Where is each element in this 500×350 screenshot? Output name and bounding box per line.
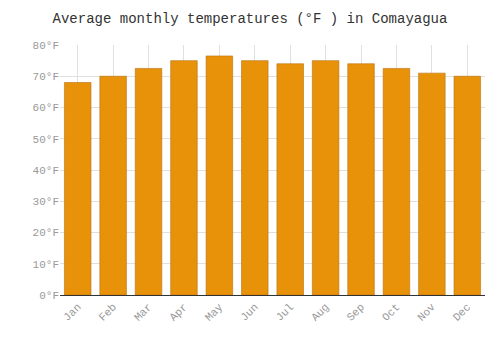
svg-text:0°F: 0°F	[39, 290, 59, 302]
svg-text:50°F: 50°F	[33, 134, 59, 146]
svg-text:Mar: Mar	[132, 301, 154, 323]
svg-text:Sep: Sep	[345, 301, 367, 323]
svg-text:70°F: 70°F	[33, 71, 59, 83]
svg-text:60°F: 60°F	[33, 102, 59, 114]
svg-text:20°F: 20°F	[33, 227, 59, 239]
svg-text:Jul: Jul	[274, 301, 296, 323]
svg-text:Jun: Jun	[238, 301, 260, 323]
svg-text:Average monthly temperatures (: Average monthly temperatures (°F ) in Co…	[53, 11, 448, 27]
svg-text:Oct: Oct	[380, 301, 402, 323]
svg-text:80°F: 80°F	[33, 40, 59, 52]
svg-text:Nov: Nov	[415, 301, 438, 324]
svg-text:May: May	[203, 301, 226, 324]
svg-text:10°F: 10°F	[33, 259, 59, 271]
svg-text:Aug: Aug	[309, 301, 331, 323]
svg-text:30°F: 30°F	[33, 196, 59, 208]
svg-text:Jan: Jan	[61, 301, 83, 323]
svg-text:40°F: 40°F	[33, 165, 59, 177]
svg-text:Apr: Apr	[167, 301, 189, 323]
svg-text:Feb: Feb	[97, 301, 119, 323]
svg-text:Dec: Dec	[451, 301, 473, 323]
